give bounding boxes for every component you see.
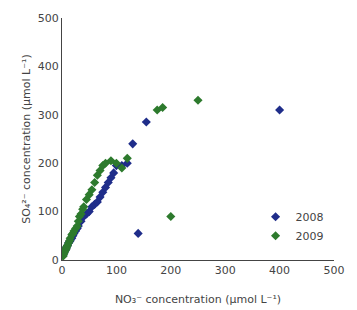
svg-text:0: 0 xyxy=(52,254,59,267)
svg-text:400: 400 xyxy=(38,60,59,73)
svg-text:2009: 2009 xyxy=(296,230,324,243)
svg-text:200: 200 xyxy=(38,157,59,170)
svg-text:2008: 2008 xyxy=(296,211,324,224)
svg-text:100: 100 xyxy=(38,205,59,218)
svg-text:200: 200 xyxy=(160,264,181,277)
svg-text:300: 300 xyxy=(38,109,59,122)
svg-text:500: 500 xyxy=(38,12,59,25)
svg-text:500: 500 xyxy=(324,264,345,277)
svg-text:300: 300 xyxy=(215,264,236,277)
svg-text:0: 0 xyxy=(59,264,66,277)
svg-text:NO₃⁻ concentration (μmol L⁻¹): NO₃⁻ concentration (μmol L⁻¹) xyxy=(115,293,281,306)
svg-text:100: 100 xyxy=(106,264,127,277)
svg-text:400: 400 xyxy=(269,264,290,277)
svg-text:SO₄²⁻ concentration (μmol L⁻¹): SO₄²⁻ concentration (μmol L⁻¹) xyxy=(20,54,33,223)
